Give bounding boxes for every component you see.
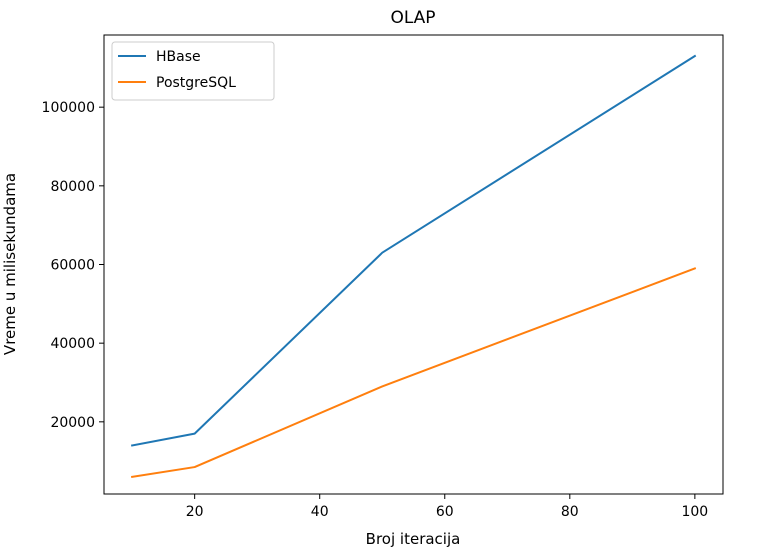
x-tick-label: 20 [186, 504, 204, 520]
plot-area [130, 54, 697, 479]
x-tick-label: 80 [561, 504, 579, 520]
x-tick-label: 60 [436, 504, 454, 520]
y-axis: 20000 40000 60000 80000 100000 [42, 100, 104, 431]
legend-label-postgresql: PostgreSQL [156, 75, 236, 91]
axes-frame [103, 34, 724, 495]
x-tick-label: 100 [681, 504, 708, 520]
chart-title: OLAP [390, 8, 435, 28]
y-tick-label: 20000 [50, 415, 95, 431]
legend: HBase PostgreSQL [111, 41, 275, 101]
x-tick-label: 40 [311, 504, 329, 520]
y-tick-label: 40000 [50, 336, 95, 352]
legend-box [111, 41, 275, 101]
x-axis-label: Broj iteracija [366, 530, 461, 548]
legend-label-hbase: HBase [156, 49, 201, 65]
y-tick-label: 60000 [50, 258, 95, 274]
series-line-postgresql [130, 267, 697, 479]
series-line-hbase [130, 54, 697, 447]
y-tick-label: 100000 [42, 100, 95, 116]
x-axis: 20 40 60 80 100 [186, 494, 708, 520]
y-axis-label: Vreme u milisekundama [1, 173, 19, 355]
y-tick-label: 80000 [50, 179, 95, 195]
